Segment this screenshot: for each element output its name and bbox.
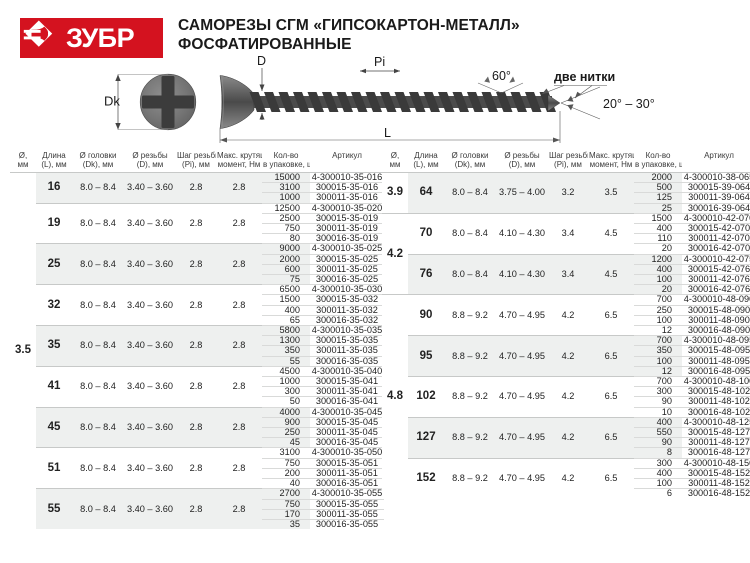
svg-text:Pi: Pi <box>374 55 385 69</box>
svg-text:L: L <box>384 126 391 140</box>
svg-text:60°: 60° <box>492 69 511 83</box>
svg-text:20° – 30°: 20° – 30° <box>603 97 655 111</box>
svg-text:Dk: Dk <box>104 94 120 109</box>
svg-text:две нитки: две нитки <box>554 70 615 84</box>
svg-text:D: D <box>257 54 266 68</box>
